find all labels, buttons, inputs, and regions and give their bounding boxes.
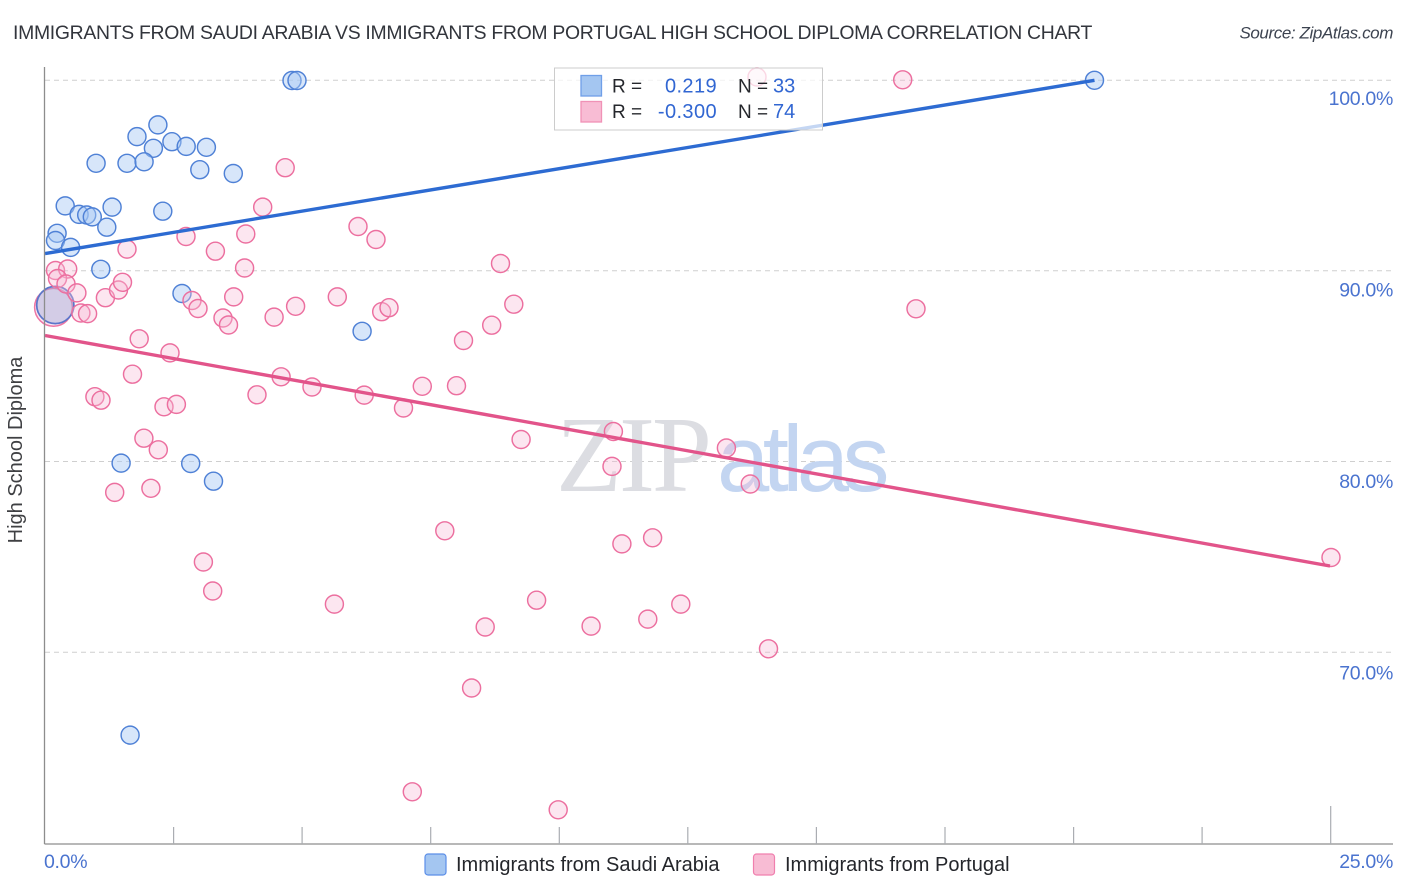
svg-text:-0.300: -0.300 (658, 101, 717, 123)
svg-text:N =: N = (738, 102, 768, 123)
svg-text:N =: N = (738, 77, 768, 98)
svg-text:R =: R = (612, 77, 642, 98)
svg-text:Source: ZipAtlas.com: Source: ZipAtlas.com (1239, 24, 1393, 43)
svg-text:R =: R = (612, 102, 642, 123)
svg-text:ZIP: ZIP (556, 396, 709, 515)
svg-text:High School Diploma: High School Diploma (5, 356, 27, 544)
svg-text:25.0%: 25.0% (1339, 851, 1393, 873)
svg-text:70.0%: 70.0% (1339, 663, 1393, 685)
svg-text:33: 33 (773, 76, 795, 98)
svg-text:0.219: 0.219 (665, 76, 717, 98)
svg-text:74: 74 (773, 101, 795, 123)
svg-text:0.0%: 0.0% (44, 851, 87, 873)
svg-text:IMMIGRANTS FROM SAUDI ARABIA V: IMMIGRANTS FROM SAUDI ARABIA VS IMMIGRAN… (13, 22, 1092, 44)
svg-text:atlas: atlas (717, 406, 887, 511)
svg-text:80.0%: 80.0% (1339, 471, 1393, 493)
svg-text:100.0%: 100.0% (1329, 88, 1393, 110)
svg-text:Immigrants from Portugal: Immigrants from Portugal (785, 854, 1010, 876)
svg-text:90.0%: 90.0% (1339, 280, 1393, 302)
svg-text:Immigrants from Saudi Arabia: Immigrants from Saudi Arabia (456, 854, 720, 876)
